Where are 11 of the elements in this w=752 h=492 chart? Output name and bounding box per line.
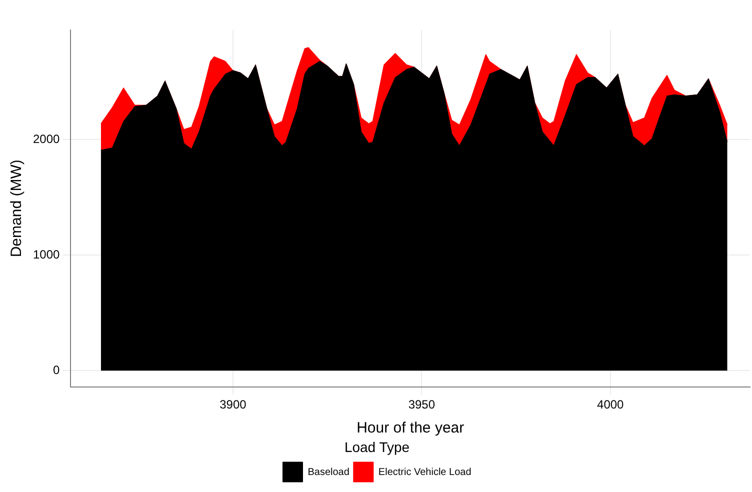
x-tick-label: 3950	[408, 397, 436, 412]
x-tick-label: 3900	[220, 397, 247, 412]
legend-label: Electric Vehicle Load	[378, 466, 472, 478]
legend-title: Load Type	[344, 439, 410, 456]
y-tick-label: 1000	[32, 247, 60, 262]
legend-label: Baseload	[308, 466, 350, 478]
x-tick-label: 4000	[597, 397, 624, 412]
y-axis-title: Demand (MW)	[8, 160, 26, 258]
y-tick-label: 2000	[32, 132, 60, 146]
y-tick-label: 0	[53, 362, 60, 377]
x-axis-title: Hour of the year	[356, 419, 464, 436]
